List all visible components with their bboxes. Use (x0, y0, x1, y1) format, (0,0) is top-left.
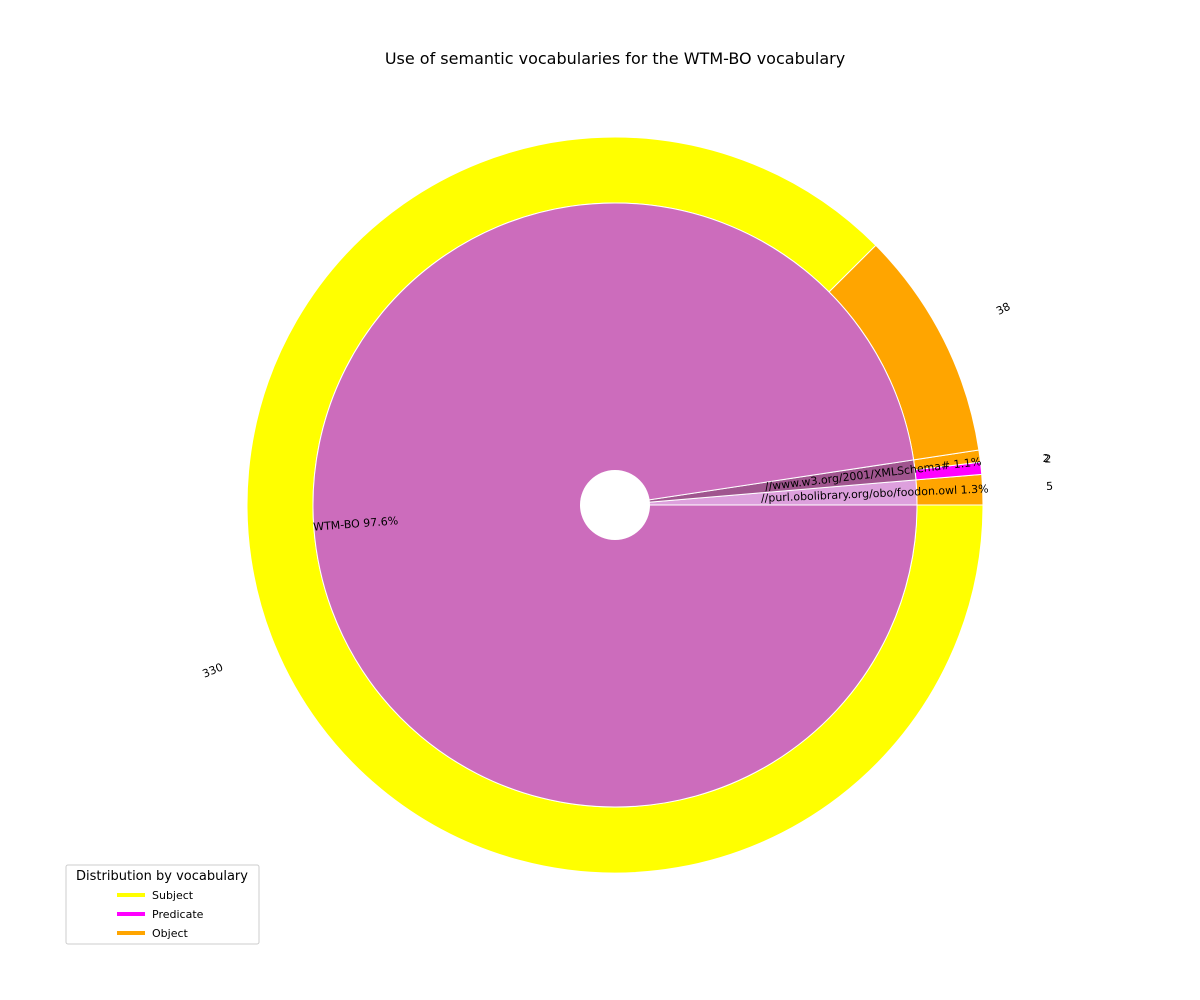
legend-items: Subject Predicate Object (117, 889, 204, 940)
legend: Distribution by vocabulary Subject Predic… (65, 864, 260, 945)
outer-slice-label: 38 (994, 300, 1012, 318)
outer-slice-label: 5 (1046, 480, 1054, 493)
center-hole (580, 470, 650, 540)
outer-slice-label: 2 (1044, 453, 1051, 466)
outer-slice-label: 330 (201, 661, 225, 681)
legend-label-object: Object (152, 927, 189, 940)
legend-label-subject: Subject (152, 889, 194, 902)
legend-label-predicate: Predicate (152, 908, 204, 921)
chart-title: Use of semantic vocabularies for the WTM… (385, 49, 845, 68)
outer-slice-label: 2 (1043, 452, 1050, 465)
inner-slice-label: WTM-BO 97.6% (313, 514, 399, 533)
legend-title: Distribution by vocabulary (76, 869, 248, 884)
legend-frame (65, 864, 260, 945)
